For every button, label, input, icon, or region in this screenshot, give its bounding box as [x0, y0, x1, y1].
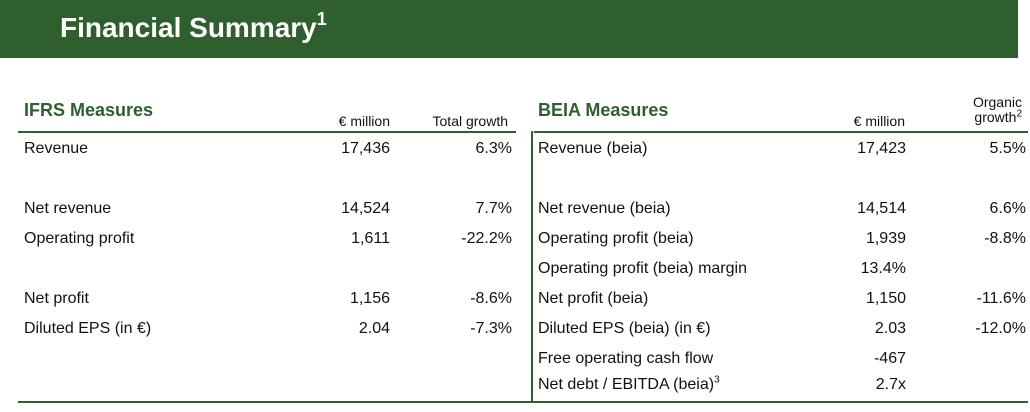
- row-label: Net debt / EBITDA (beia)3: [538, 374, 720, 393]
- ifrs-col-growth-header: Total growth: [432, 113, 508, 129]
- row-growth: -8.6%: [470, 290, 512, 307]
- row-growth: -7.3%: [470, 320, 512, 337]
- beia-row-operating-profit: Operating profit (beia) 1,939 -8.8%: [534, 224, 1030, 254]
- row-growth: -11.6%: [976, 290, 1026, 307]
- title-footnote: 1: [316, 9, 327, 29]
- row-value: 17,423: [857, 140, 906, 157]
- row-growth: 6.3%: [475, 140, 512, 157]
- row-value: 2.03: [874, 320, 906, 337]
- beia-row-net-revenue: Net revenue (beia) 14,514 6.6%: [534, 194, 1030, 224]
- beia-row-revenue: Revenue (beia) 17,423 5.5%: [534, 134, 1030, 164]
- row-label: Diluted EPS (in €): [24, 320, 152, 337]
- row-growth: -22.2%: [461, 230, 512, 247]
- row-growth: 6.6%: [989, 200, 1026, 217]
- ifrs-section-title: IFRS Measures: [24, 100, 154, 120]
- ifrs-row-revenue: Revenue 17,436 6.3%: [0, 134, 532, 164]
- ifrs-row-net-revenue: Net revenue 14,524 7.7%: [0, 194, 532, 224]
- row-growth: 7.7%: [475, 200, 512, 217]
- beia-header-rule: [534, 131, 1028, 133]
- page-title: Financial Summary1: [60, 9, 327, 43]
- row-value: 17,436: [341, 140, 390, 157]
- column-divider: [531, 131, 533, 402]
- ifrs-header-rule: [18, 131, 516, 133]
- row-value: 13.4%: [860, 260, 906, 277]
- row-label: Net revenue (beia): [538, 200, 671, 217]
- beia-section-title: BEIA Measures: [538, 100, 669, 120]
- row-label: Net revenue: [24, 200, 112, 217]
- beia-row-net-debt-ebitda: Net debt / EBITDA (beia)3 2.7x: [534, 370, 1030, 400]
- ifrs-col-value-header: € million: [338, 113, 390, 129]
- row-label: Net profit: [24, 290, 89, 307]
- row-label: Revenue: [24, 140, 89, 157]
- row-label: Operating profit (beia) margin: [538, 260, 747, 277]
- row-value: 2.7x: [875, 376, 906, 393]
- beia-row-net-profit: Net profit (beia) 1,150 -11.6%: [534, 284, 1030, 314]
- row-value: 1,611: [351, 230, 390, 247]
- ifrs-row-diluted-eps: Diluted EPS (in €) 2.04 -7.3%: [0, 314, 532, 344]
- row-value: 1,150: [865, 290, 906, 307]
- beia-row-diluted-eps: Diluted EPS (beia) (in €) 2.03 -12.0%: [534, 314, 1030, 344]
- row-footnote: 3: [714, 374, 720, 386]
- row-growth: -12.0%: [975, 320, 1026, 337]
- beia-col-value-header: € million: [853, 113, 905, 129]
- row-value: -467: [873, 350, 906, 367]
- header-banner: Financial Summary1: [0, 0, 1018, 58]
- row-value: 14,524: [341, 200, 390, 217]
- beia-row-free-cash-flow: Free operating cash flow -467: [534, 344, 1030, 374]
- row-growth: 5.5%: [989, 140, 1026, 157]
- ifrs-row-operating-profit: Operating profit 1,611 -22.2%: [0, 224, 532, 254]
- row-label: Operating profit (beia): [538, 230, 694, 247]
- row-value: 2.04: [358, 320, 390, 337]
- beia-row-operating-margin: Operating profit (beia) margin 13.4%: [534, 254, 1030, 284]
- beia-col-growth-header: Organic growth2: [972, 94, 1022, 125]
- row-growth: -8.8%: [984, 230, 1026, 247]
- row-value: 1,939: [865, 230, 906, 247]
- row-label: Free operating cash flow: [538, 350, 714, 367]
- row-label: Revenue (beia): [538, 140, 648, 157]
- ifrs-row-net-profit: Net profit 1,156 -8.6%: [0, 284, 532, 314]
- table-bottom-rule: [18, 401, 1028, 403]
- row-label: Diluted EPS (beia) (in €): [538, 320, 711, 337]
- row-label: Net profit (beia): [538, 290, 649, 307]
- row-value: 1,156: [349, 290, 390, 307]
- row-label: Operating profit: [24, 230, 135, 247]
- row-value: 14,514: [857, 200, 906, 217]
